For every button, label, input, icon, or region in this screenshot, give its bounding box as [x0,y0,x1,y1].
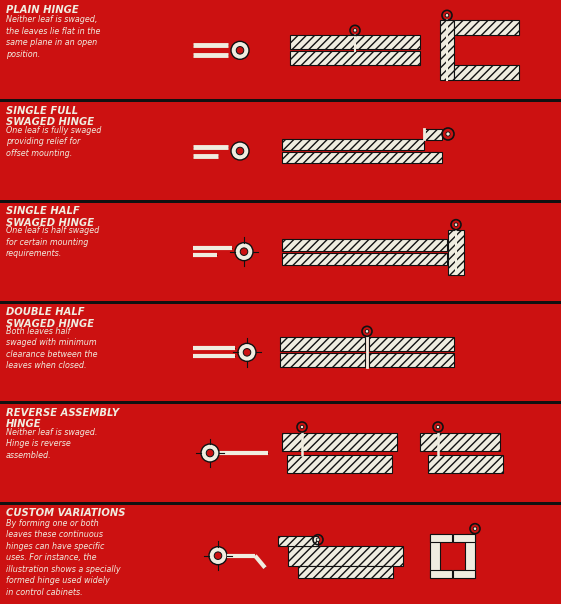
Circle shape [365,330,369,333]
Bar [278,536,318,545]
Circle shape [243,349,251,356]
Text: One leaf is half swaged
for certain mounting
requirements.: One leaf is half swaged for certain moun… [6,226,99,259]
Text: SINGLE FULL
SWAGED HINGE: SINGLE FULL SWAGED HINGE [6,106,94,127]
Circle shape [201,444,219,462]
Circle shape [209,547,227,565]
Circle shape [300,425,304,429]
Bar [369,353,454,367]
Circle shape [231,142,249,160]
Bar [282,139,424,150]
Text: Neither leaf is swaged.
Hinge is reverse
assembled.: Neither leaf is swaged. Hinge is reverse… [6,428,98,460]
Bar [369,337,454,352]
Circle shape [446,132,450,136]
Bar [430,534,452,542]
Bar [288,545,403,566]
Bar [0,401,561,404]
Circle shape [454,223,458,226]
Bar [287,455,392,473]
Bar [0,200,561,203]
Bar [424,129,442,140]
Bar [290,51,420,65]
Bar [465,534,475,577]
Circle shape [214,552,222,559]
Bar [0,502,561,505]
Bar [420,433,500,451]
Text: DOUBLE HALF
SWAGED HINGE: DOUBLE HALF SWAGED HINGE [6,307,94,329]
Bar [280,353,365,367]
Text: Both leaves half
swaged with minimum
clearance between the
leaves when closed.: Both leaves half swaged with minimum cle… [6,327,98,370]
Circle shape [231,41,249,59]
Circle shape [436,425,440,429]
Bar [440,21,454,80]
Circle shape [353,28,357,32]
Bar [430,570,452,577]
Circle shape [238,343,256,361]
Circle shape [473,527,477,530]
Text: Neither leaf is swaged,
the leaves lie flat in the
same plane in an open
positio: Neither leaf is swaged, the leaves lie f… [6,16,100,59]
Text: CUSTOM VARIATIONS: CUSTOM VARIATIONS [6,509,126,518]
Bar [282,433,397,451]
Bar [282,152,442,163]
Text: One leaf is fully swaged
providing relief for
offset mounting.: One leaf is fully swaged providing relie… [6,126,102,158]
Bar [453,534,475,542]
Circle shape [206,449,214,457]
Circle shape [235,243,253,261]
Bar [282,252,447,265]
Bar [0,99,561,102]
Bar [280,337,365,352]
Bar [454,21,519,35]
Bar [453,570,475,577]
Circle shape [316,538,320,541]
Bar [298,566,393,577]
Bar [428,455,503,473]
Circle shape [445,13,449,17]
Bar [0,301,561,303]
Bar [454,65,519,80]
Text: By forming one or both
leaves these continuous
hinges can have specific
uses. Fo: By forming one or both leaves these cont… [6,519,121,597]
Bar [448,230,464,275]
Circle shape [236,147,244,155]
Text: SINGLE HALF
SWAGED HINGE: SINGLE HALF SWAGED HINGE [6,207,94,228]
Bar [430,534,440,577]
Text: PLAIN HINGE: PLAIN HINGE [6,5,79,15]
Text: REVERSE ASSEMBLY
HINGE: REVERSE ASSEMBLY HINGE [6,408,119,429]
Circle shape [236,47,244,54]
Bar [282,239,447,251]
Bar [290,35,420,50]
Circle shape [240,248,248,255]
